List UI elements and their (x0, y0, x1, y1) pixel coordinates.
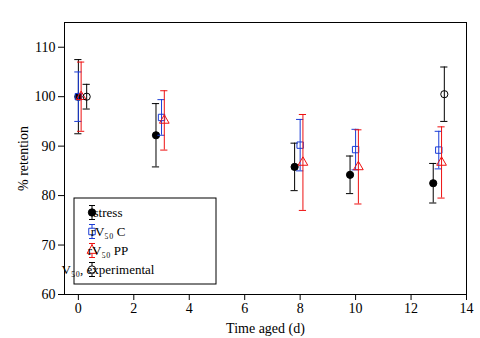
svg-text:rV₅₀ PP: rV₅₀ PP (88, 243, 129, 258)
svg-text:90: 90 (42, 139, 56, 154)
svg-text:60: 60 (42, 287, 56, 302)
svg-text:100: 100 (35, 89, 56, 104)
svg-text:V₅₀, experimental: V₅₀, experimental (62, 262, 155, 277)
svg-text:6: 6 (241, 301, 248, 316)
svg-text:70: 70 (42, 238, 56, 253)
svg-text:10: 10 (349, 301, 363, 316)
svg-text:stress: stress (94, 205, 123, 220)
svg-text:14: 14 (460, 301, 474, 316)
svg-text:Time aged (d): Time aged (d) (226, 321, 305, 337)
svg-text:rV₅₀ C: rV₅₀ C (91, 224, 126, 239)
svg-text:4: 4 (186, 301, 193, 316)
svg-text:2: 2 (130, 301, 137, 316)
svg-text:12: 12 (404, 301, 418, 316)
svg-text:80: 80 (42, 188, 56, 203)
svg-text:0: 0 (75, 301, 82, 316)
svg-text:8: 8 (297, 301, 304, 316)
svg-text:110: 110 (35, 40, 55, 55)
svg-text:% retention: % retention (16, 126, 31, 191)
